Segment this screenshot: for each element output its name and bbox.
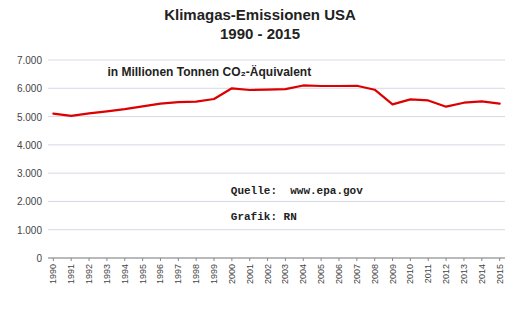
x-tick — [374, 258, 375, 261]
plot-area — [53, 85, 499, 115]
x-tick — [321, 258, 322, 261]
x-tick — [267, 258, 268, 261]
x-tick-label: 2000 — [227, 264, 237, 284]
x-tick-label: 1993 — [102, 264, 112, 284]
x-tick-label: 2013 — [459, 264, 469, 284]
title-line: 1990 - 2015 — [220, 25, 300, 42]
grid-line — [48, 258, 505, 259]
y-tick-label: 3.000 — [17, 168, 42, 179]
y-tick-label: 1.000 — [17, 225, 42, 236]
title-line: Klimagas-Emissionen USA — [164, 6, 356, 23]
y-tick-label: 5.000 — [17, 112, 42, 123]
grid-line — [48, 144, 505, 145]
x-tick-label: 2008 — [370, 264, 380, 284]
x-tick — [106, 258, 107, 261]
x-tick-label: 2012 — [441, 264, 451, 284]
x-tick-label: 2002 — [263, 264, 273, 284]
x-tick — [481, 258, 482, 261]
x-tick-label: 1998 — [191, 264, 201, 284]
emission-line — [53, 85, 499, 115]
x-tick — [392, 258, 393, 261]
x-tick-label: 2001 — [245, 264, 255, 284]
chart-container: Klimagas-Emissionen USA 1990 - 2015 0 1.000… — [0, 0, 520, 320]
x-tick — [178, 258, 179, 261]
y-tick-label: 0 — [36, 253, 42, 264]
y-tick-label: 6.000 — [17, 83, 42, 94]
grid-line — [48, 229, 505, 230]
x-tick-label: 1995 — [138, 264, 148, 284]
x-tick — [428, 258, 429, 261]
grid-line — [48, 201, 505, 202]
x-tick-label: 2006 — [334, 264, 344, 284]
x-tick-label: 2014 — [477, 264, 487, 284]
grid-line — [48, 60, 505, 61]
grid-line — [48, 173, 505, 174]
x-tick-label: 1991 — [66, 264, 76, 284]
x-tick — [53, 258, 54, 261]
x-axis-line — [48, 258, 505, 259]
y-grid — [48, 60, 505, 258]
x-tick-label: 1999 — [209, 264, 219, 284]
subtitle: in Millionen Tonnen CO₂-Äquivalent — [107, 64, 311, 79]
x-tick — [303, 258, 304, 261]
y-tick-label: 7.000 — [17, 55, 42, 66]
x-tick-label: 2011 — [423, 264, 433, 283]
x-tick-label: 2003 — [280, 264, 290, 284]
x-tick — [196, 258, 197, 261]
x-tick — [160, 258, 161, 261]
x-tick — [142, 258, 143, 261]
x-tick — [338, 258, 339, 261]
x-tick-label: 2010 — [405, 264, 415, 284]
x-tick-label: 2007 — [352, 264, 362, 284]
x-tick — [463, 258, 464, 261]
x-tick-label: 2005 — [316, 264, 326, 284]
x-tick — [89, 258, 90, 261]
y-tick-label: 4.000 — [17, 140, 42, 151]
x-tick — [71, 258, 72, 261]
x-tick — [410, 258, 411, 261]
x-tick-label: 2009 — [388, 264, 398, 284]
x-tick-label: 1997 — [173, 264, 183, 284]
title: Klimagas-Emissionen USA 1990 - 2015 — [164, 6, 356, 42]
x-tick-label: 1996 — [155, 264, 165, 284]
x-tick-label: 1992 — [84, 264, 94, 284]
x-tick-label: 1990 — [48, 264, 58, 284]
chart: Klimagas-Emissionen USA 1990 - 2015 0 1.000… — [0, 0, 520, 320]
grid-line — [48, 116, 505, 117]
x-tick-label: 2004 — [298, 264, 308, 284]
x-tick — [214, 258, 215, 261]
x-tick — [285, 258, 286, 261]
x-tick — [231, 258, 232, 261]
x-tick — [446, 258, 447, 261]
x-tick — [356, 258, 357, 261]
x-tick-label: 2015 — [495, 264, 505, 284]
y-tick-label: 2.000 — [17, 196, 42, 207]
x-tick-label: 1994 — [120, 264, 130, 284]
x-tick — [124, 258, 125, 261]
x-tick — [249, 258, 250, 261]
annotation: Quelle: www.epa.gov — [231, 185, 363, 197]
annotation: Grafik: RN — [231, 211, 297, 223]
x-tick — [499, 258, 500, 261]
